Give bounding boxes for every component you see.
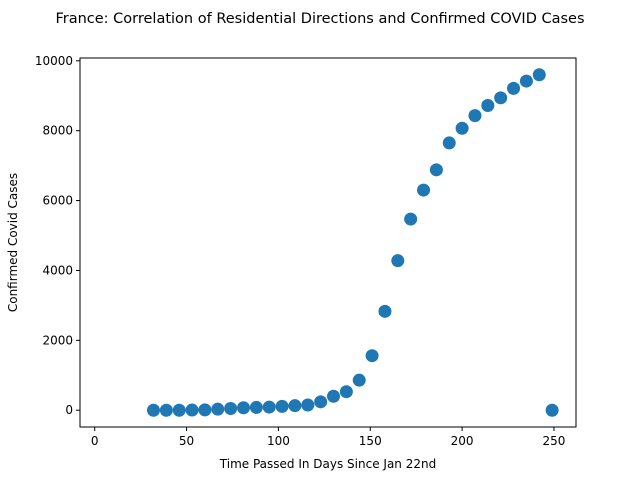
- data-point: [468, 109, 482, 123]
- data-point: [442, 136, 456, 150]
- data-point: [275, 399, 289, 413]
- data-point: [301, 398, 315, 412]
- data-point: [339, 385, 353, 399]
- x-tick-label: 150: [359, 434, 382, 448]
- data-point: [455, 121, 469, 135]
- data-point: [327, 389, 341, 403]
- data-point: [404, 212, 418, 226]
- x-tick-label: 250: [543, 434, 566, 448]
- y-tick-label: 0: [65, 403, 73, 417]
- data-points: [146, 68, 559, 417]
- data-point: [532, 68, 546, 82]
- data-point: [481, 99, 495, 113]
- y-axis-ticks: 0 2000 4000 6000 8000 10000: [35, 54, 80, 417]
- data-point: [236, 401, 250, 415]
- data-point: [198, 403, 212, 417]
- data-point: [545, 403, 559, 417]
- y-tick-label: 8000: [42, 124, 73, 138]
- data-point: [172, 403, 186, 417]
- data-point: [159, 403, 173, 417]
- data-point: [378, 304, 392, 318]
- data-point: [507, 81, 521, 95]
- data-point: [494, 91, 508, 105]
- data-point: [429, 163, 443, 177]
- data-point: [211, 402, 225, 416]
- y-tick-label: 10000: [35, 54, 73, 68]
- x-axis-label: Time Passed In Days Since Jan 22nd: [219, 457, 436, 471]
- x-axis-ticks: 0 50 100 150 200 250: [91, 427, 566, 448]
- x-tick-label: 0: [91, 434, 99, 448]
- data-point: [262, 400, 276, 414]
- data-point: [224, 401, 238, 415]
- data-point: [146, 403, 160, 417]
- x-tick-label: 200: [451, 434, 474, 448]
- data-point: [288, 399, 302, 413]
- data-point: [519, 74, 533, 88]
- x-tick-label: 100: [267, 434, 290, 448]
- data-point: [391, 254, 405, 268]
- y-tick-label: 6000: [42, 194, 73, 208]
- plot-area-frame: [79, 57, 577, 428]
- data-point: [417, 183, 431, 197]
- data-point: [352, 373, 366, 387]
- data-point: [249, 400, 263, 414]
- data-point: [314, 395, 328, 409]
- data-point: [185, 403, 199, 417]
- y-tick-label: 4000: [42, 263, 73, 277]
- data-point: [365, 349, 379, 363]
- y-axis-label: Confirmed Covid Cases: [6, 173, 20, 312]
- chart-title: France: Correlation of Residential Direc…: [55, 11, 584, 27]
- y-tick-label: 2000: [42, 333, 73, 347]
- x-tick-label: 50: [179, 434, 194, 448]
